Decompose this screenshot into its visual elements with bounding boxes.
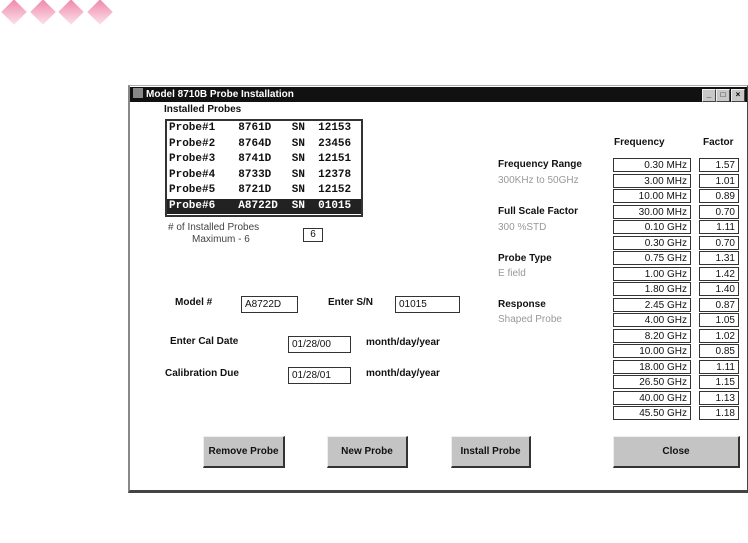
- frequency-cell: 8.20 GHz: [613, 328, 691, 343]
- close-window-button[interactable]: ×: [731, 89, 745, 102]
- sn-label: Enter S/N: [328, 297, 374, 308]
- freq-range-label: Frequency Range: [498, 159, 582, 170]
- probe-name: Probe#1: [169, 122, 216, 134]
- probe-list-item[interactable]: Probe#5 8721D SN 12152: [167, 183, 361, 199]
- factor-cell[interactable]: 1.57: [699, 158, 739, 172]
- probe-type-label: Probe Type: [498, 253, 552, 264]
- probe-type-value: E field: [498, 268, 526, 279]
- close-button[interactable]: Close: [613, 436, 740, 468]
- fsf-label: Full Scale Factor: [498, 206, 579, 217]
- cal-due-hint: month/day/year: [366, 368, 440, 379]
- frequency-cell: 0.30 GHz: [613, 235, 691, 250]
- probe-sn: SN 01015: [291, 199, 352, 212]
- installed-count-field: 6: [303, 228, 323, 242]
- probe-list-item[interactable]: Probe#2 8764D SN 23456: [167, 137, 361, 153]
- probe-list-item[interactable]: Probe#3 8741D SN 12151: [167, 152, 361, 168]
- cal-due-field[interactable]: 01/28/01: [288, 367, 351, 384]
- factor-cell[interactable]: 1.40: [699, 282, 739, 296]
- factor-header: Factor: [703, 137, 734, 148]
- frequency-cell: 2.45 GHz: [613, 297, 691, 312]
- minimize-button[interactable]: _: [702, 89, 716, 102]
- factor-cell[interactable]: 0.85: [699, 344, 739, 358]
- frequency-cell: 3.00 MHz: [613, 173, 691, 188]
- probe-list-item[interactable]: Probe#4 8733D SN 12378: [167, 168, 361, 184]
- frequency-cell: 0.30 MHz: [613, 158, 691, 172]
- maximize-button[interactable]: □: [716, 89, 730, 102]
- probe-name: Probe#4: [169, 168, 216, 181]
- frequency-cell: 10.00 GHz: [613, 344, 691, 358]
- frequency-header: Frequency: [614, 137, 665, 148]
- frequency-cell: 30.00 MHz: [613, 204, 691, 219]
- cal-date-field[interactable]: 01/28/00: [288, 336, 351, 353]
- frequency-cell: 45.50 GHz: [613, 406, 691, 420]
- sn-field[interactable]: 01015: [395, 296, 460, 313]
- frequency-cell: 40.00 GHz: [613, 390, 691, 405]
- probe-list-item[interactable]: Probe#6 A8722D SN 01015: [167, 198, 361, 214]
- model-label: Model #: [175, 297, 213, 308]
- factor-cell[interactable]: 1.01: [699, 173, 739, 188]
- factor-cell[interactable]: 1.42: [699, 266, 739, 281]
- frequency-cell: 0.75 GHz: [613, 251, 691, 265]
- install-probe-button[interactable]: Install Probe: [451, 436, 531, 468]
- model-field[interactable]: A8722D: [241, 296, 298, 313]
- frequency-cell: 0.10 GHz: [613, 220, 691, 234]
- factor-cell[interactable]: 1.11: [699, 359, 739, 374]
- cal-due-label: Calibration Due: [165, 368, 239, 379]
- probe-name: Probe#3: [169, 153, 216, 165]
- response-label: Response: [498, 299, 546, 310]
- factor-cell[interactable]: 0.70: [699, 235, 739, 250]
- diamond-icon: [1, 0, 27, 25]
- probe-sn: SN 12152: [291, 184, 352, 196]
- factor-cell[interactable]: 1.02: [699, 328, 739, 343]
- title-bar: Model 8710B Probe Installation _ □ ×: [130, 87, 747, 102]
- response-value: Shaped Probe: [498, 314, 562, 325]
- probe-model: A8722D: [238, 199, 278, 212]
- probe-name: Probe#2: [169, 137, 216, 150]
- probe-sn: SN 12378: [291, 168, 352, 181]
- frequency-cell: 4.00 GHz: [613, 313, 691, 327]
- freq-range-value: 300KHz to 50GHz: [498, 175, 579, 186]
- factor-cell[interactable]: 1.15: [699, 375, 739, 389]
- app-icon: [133, 88, 143, 98]
- frequency-cell: 26.50 GHz: [613, 375, 691, 389]
- frequency-cell: 10.00 MHz: [613, 189, 691, 203]
- maximum-label: Maximum - 6: [192, 234, 250, 245]
- factor-cell[interactable]: 0.70: [699, 204, 739, 219]
- factor-cell[interactable]: 1.13: [699, 390, 739, 405]
- frequency-cell: 18.00 GHz: [613, 359, 691, 374]
- factor-cell[interactable]: 1.18: [699, 406, 739, 420]
- cal-date-hint: month/day/year: [366, 337, 440, 348]
- probe-model: 8721D: [238, 184, 272, 196]
- diamond-icon: [87, 0, 113, 25]
- installed-probes-label: Installed Probes: [164, 104, 242, 115]
- factor-cell[interactable]: 1.31: [699, 251, 739, 265]
- remove-probe-button[interactable]: Remove Probe: [203, 436, 285, 468]
- probe-name: Probe#6: [169, 199, 216, 212]
- probe-sn: SN 12151: [291, 153, 352, 165]
- factor-cell[interactable]: 0.87: [699, 297, 739, 312]
- probe-sn: SN 23456: [291, 137, 352, 150]
- diamond-icon: [58, 0, 84, 25]
- diamond-icon: [30, 0, 56, 25]
- factor-cell[interactable]: 1.05: [699, 313, 739, 327]
- factor-cell[interactable]: 0.89: [699, 189, 739, 203]
- probe-model: 8741D: [238, 153, 272, 165]
- probe-name: Probe#5: [169, 184, 216, 196]
- probe-installation-window: Model 8710B Probe Installation _ □ × Ins…: [128, 85, 748, 493]
- probe-sn: SN 12153: [291, 122, 352, 134]
- probe-list-item[interactable]: Probe#1 8761D SN 12153: [167, 121, 361, 137]
- probe-model: 8733D: [238, 168, 272, 181]
- factor-cell[interactable]: 1.11: [699, 220, 739, 234]
- installed-count-label: # of Installed Probes: [168, 222, 260, 233]
- frequency-cell: 1.00 GHz: [613, 266, 691, 281]
- probe-model: 8761D: [238, 122, 272, 134]
- installed-probes-list[interactable]: Probe#1 8761D SN 12153 Probe#2 8764D SN 23456…: [165, 119, 363, 217]
- cal-date-label: Enter Cal Date: [170, 336, 239, 347]
- fsf-value: 300 %STD: [498, 222, 547, 233]
- new-probe-button[interactable]: New Probe: [327, 436, 408, 468]
- frequency-cell: 1.80 GHz: [613, 282, 691, 296]
- probe-model: 8764D: [238, 137, 272, 150]
- window-title: Model 8710B Probe Installation: [146, 89, 294, 100]
